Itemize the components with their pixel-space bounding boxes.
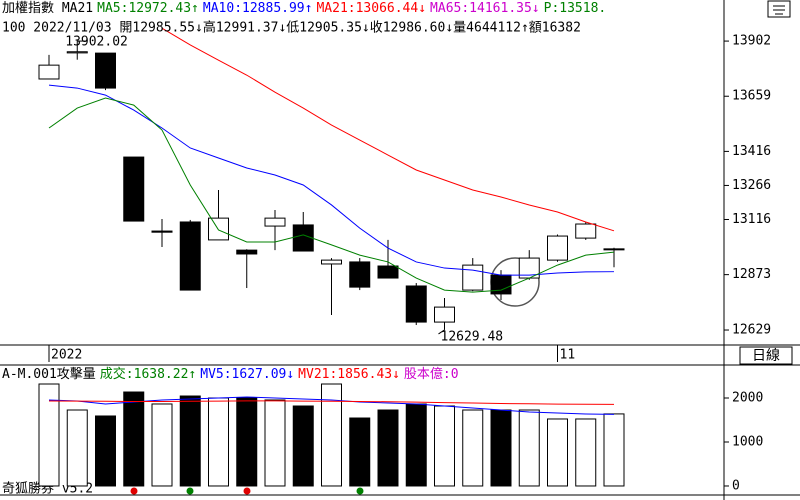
candle-body: [236, 249, 258, 255]
candle-body: [349, 261, 371, 288]
volume-bar: [490, 409, 512, 487]
header-item: MV21:1856.43↓: [298, 367, 400, 382]
signal-dot: [356, 487, 364, 495]
y-tick-label: 13266: [732, 178, 771, 193]
volume-bar: [208, 397, 229, 487]
y-tick-label: 13416: [732, 144, 771, 159]
header-item: P:13518.: [544, 1, 607, 16]
period-box[interactable]: [739, 346, 793, 365]
y-tick-label: 13116: [732, 212, 771, 227]
header: A-M.001攻擊量 成交:1638.22↑ MV5:1627.09↓ MV21:18…: [2, 366, 459, 382]
volume-bar: [95, 415, 116, 487]
candle-body: [575, 223, 597, 239]
volume-bar: [434, 405, 455, 487]
candle-body: [434, 306, 455, 323]
volume-bar: [179, 395, 201, 487]
ma-line: [48, 400, 615, 405]
candle-body: [603, 248, 625, 251]
y-tick-label: 1000: [732, 434, 763, 449]
candle-body: [377, 265, 399, 279]
header-item: 股本億:0: [404, 366, 459, 382]
annotation: 12629.48: [441, 329, 504, 344]
y-tick-label: 13902: [732, 34, 771, 49]
candle-body: [462, 264, 484, 291]
volume-bar: [292, 405, 314, 487]
ma-line: [48, 97, 615, 293]
y-tick-label: 2000: [732, 390, 763, 405]
volume-bar: [123, 391, 145, 487]
header-item: MA21:13066.44↓: [316, 1, 426, 16]
menu-button[interactable]: [767, 0, 791, 18]
candle-body: [95, 52, 116, 89]
volume-bar: [38, 383, 60, 487]
annotation-leader: [438, 329, 445, 335]
y-tick-label: 0: [732, 478, 740, 493]
candle-body: [38, 64, 60, 80]
header-item: A-M.001攻擊量: [2, 366, 96, 382]
x-tick-label: 11: [560, 348, 576, 363]
header: 加權指數 MA21 MA5:12972.43↑ MA10:12885.99↑ MA21…: [2, 1, 606, 16]
candle-body: [179, 221, 201, 291]
volume-bar: [603, 413, 625, 487]
candle-body: [547, 235, 568, 261]
volume-bar: [405, 403, 427, 487]
y-tick-label: 12873: [732, 267, 771, 282]
candle-body: [123, 156, 145, 222]
y-tick-label: 12629: [732, 323, 771, 338]
ma-line: [48, 84, 615, 276]
info-line: 100 2022/11/03 開12985.55↓高12991.37↓低1290…: [2, 20, 581, 36]
header-item: 成交:1638.22↑: [100, 366, 196, 382]
header-item: MV5:1627.09↓: [200, 367, 294, 382]
x-tick-label: 2022: [51, 348, 82, 363]
header-item: 加權指數 MA21: [2, 1, 93, 16]
volume-bar: [547, 418, 568, 487]
candle-body: [292, 224, 314, 252]
volume-bar: [236, 397, 258, 487]
signal-dot: [130, 487, 138, 495]
volume-bar: [462, 409, 484, 487]
period-label: 日線: [752, 348, 780, 364]
volume-bar: [377, 409, 399, 487]
signal-dot: [186, 487, 194, 495]
volume-bar: [518, 409, 540, 487]
signal-dot: [243, 487, 251, 495]
volume-bar: [151, 403, 173, 487]
candle-body: [321, 259, 342, 265]
candle-body: [66, 51, 88, 54]
volume-bar: [264, 399, 286, 487]
volume-bar: [66, 409, 88, 487]
header-item: MA10:12885.99↑: [203, 1, 313, 16]
candle-body: [405, 285, 427, 323]
candle-body: [151, 230, 173, 233]
header-item: MA5:12972.43↑: [97, 1, 199, 16]
ma-line: [161, 27, 615, 232]
header-item: MA65:14161.35↓: [430, 1, 540, 16]
volume-bar: [575, 418, 597, 487]
volume-bar: [321, 383, 342, 487]
annotation: 13902.02: [65, 35, 128, 50]
candle-body: [264, 217, 286, 227]
menu-icon: [773, 5, 785, 15]
candle-body: [490, 274, 512, 295]
y-tick-label: 13659: [732, 89, 771, 104]
volume-bar: [349, 417, 371, 487]
